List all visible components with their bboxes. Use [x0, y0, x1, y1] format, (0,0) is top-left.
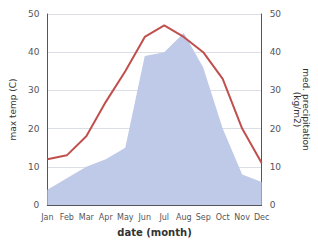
svg-text:20: 20 [270, 124, 282, 134]
svg-text:Jul: Jul [158, 213, 169, 222]
svg-text:40: 40 [270, 47, 282, 57]
svg-text:Nov: Nov [234, 213, 250, 222]
svg-text:0: 0 [270, 200, 276, 210]
svg-text:date (month): date (month) [117, 227, 191, 238]
svg-text:40: 40 [28, 47, 40, 57]
svg-text:Sep: Sep [196, 213, 211, 222]
svg-text:May: May [117, 213, 134, 222]
svg-text:Mar: Mar [79, 213, 95, 222]
svg-text:0: 0 [34, 200, 40, 210]
svg-text:max temp (C): max temp (C) [8, 78, 18, 140]
svg-text:30: 30 [28, 85, 40, 95]
svg-text:Feb: Feb [60, 213, 74, 222]
svg-text:50: 50 [270, 9, 282, 19]
svg-text:50: 50 [28, 9, 40, 19]
svg-text:30: 30 [270, 85, 282, 95]
svg-text:Jan: Jan [40, 213, 53, 222]
svg-text:10: 10 [270, 162, 282, 172]
svg-text:Apr: Apr [99, 213, 114, 222]
svg-text:Oct: Oct [216, 213, 230, 222]
svg-text:20: 20 [28, 124, 40, 134]
svg-text:Dec: Dec [254, 213, 269, 222]
svg-text:(kg/m2): (kg/m2) [292, 92, 302, 127]
svg-text:Jun: Jun [138, 213, 152, 222]
svg-text:med. precipitation: med. precipitation [300, 68, 311, 151]
svg-text:10: 10 [28, 162, 40, 172]
svg-text:Aug: Aug [176, 213, 192, 222]
